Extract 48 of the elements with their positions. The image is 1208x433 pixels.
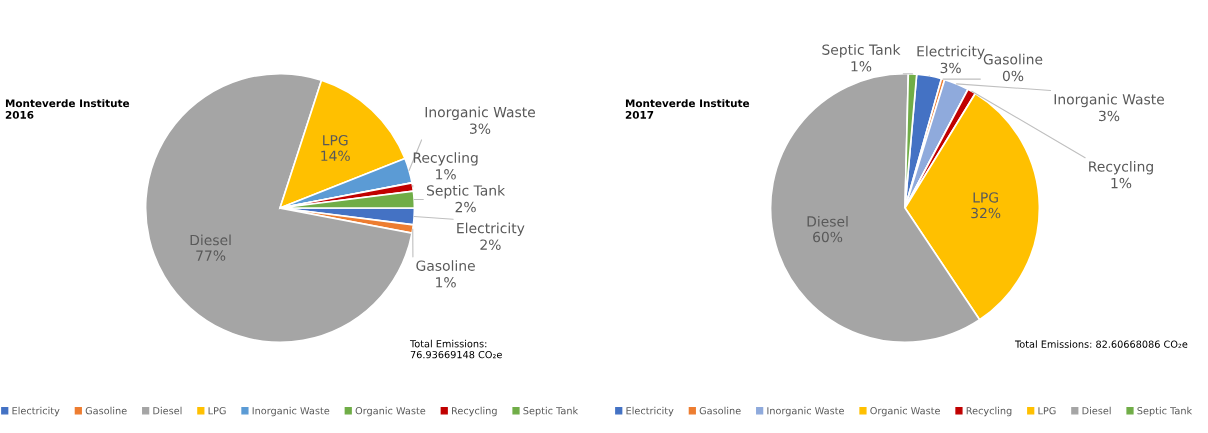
- text: Total Emissions: 82.60668086 CO₂e: [1014, 340, 1188, 348]
- data-label: 1%: [1111, 177, 1132, 189]
- legend-label: Recycling: [966, 406, 1012, 417]
- data-label: 77%: [196, 250, 226, 261]
- data-label: 3%: [940, 62, 961, 74]
- legend-label: Diesel: [153, 406, 182, 415]
- data-label: 60%: [813, 231, 843, 243]
- legend-label: Gasoline: [699, 406, 741, 415]
- legend-label: Recycling: [452, 406, 497, 417]
- data-label: 14%: [321, 150, 350, 162]
- legend-label: LPG: [208, 407, 226, 415]
- legend-label: Septic Tank: [1137, 406, 1193, 417]
- legend-label: Organic Waste: [355, 406, 426, 417]
- text: Monteverde Institute 2017: [625, 99, 750, 119]
- data-label: 32%: [971, 207, 1001, 219]
- slice-label: Septic Tank: [822, 44, 901, 58]
- category-label: Electricity: [626, 406, 674, 417]
- data-label: 0%: [1002, 70, 1024, 82]
- legend-label: Diesel: [1082, 406, 1111, 415]
- slice-label: Gasoline: [983, 53, 1043, 65]
- slice-label: Electricity: [457, 222, 525, 237]
- data-label: 2%: [455, 201, 476, 213]
- text: Total Emissions: 76.93669148 CO₂e: [409, 339, 502, 359]
- legend-label: Inorganic Waste: [767, 406, 844, 417]
- data-label: 3%: [470, 123, 491, 134]
- data-label: 1%: [436, 169, 456, 180]
- slice-label: Gasoline: [416, 260, 475, 271]
- slice-label: Diesel: [807, 215, 848, 227]
- legend-label: LPG: [1038, 407, 1056, 415]
- slice-label: Recycling: [1089, 160, 1153, 175]
- slice-label: Septic Tank: [426, 184, 506, 199]
- data-label: 2%: [480, 239, 501, 250]
- legend-label: Septic Tank: [523, 406, 579, 417]
- data-label: 3%: [1099, 110, 1120, 122]
- slice-label: Electricity: [917, 45, 985, 60]
- data-label: 1%: [436, 277, 456, 288]
- legend-label: Electricity: [12, 406, 60, 417]
- slice-label: Inorganic Waste: [1054, 93, 1164, 108]
- slice-label: LPG: [973, 192, 998, 203]
- data-label: 1%: [851, 61, 872, 72]
- slice-label: Inorganic Waste: [425, 106, 535, 121]
- slice-label: Recycling: [413, 152, 478, 166]
- slice-label: Diesel: [190, 234, 231, 246]
- slice-label: LPG: [323, 134, 348, 146]
- text: Monteverde Institute 2016: [5, 99, 130, 119]
- legend-label: Organic Waste: [870, 406, 940, 417]
- legend-label: Inorganic Waste: [252, 406, 330, 417]
- legend-label: Gasoline: [85, 406, 127, 415]
